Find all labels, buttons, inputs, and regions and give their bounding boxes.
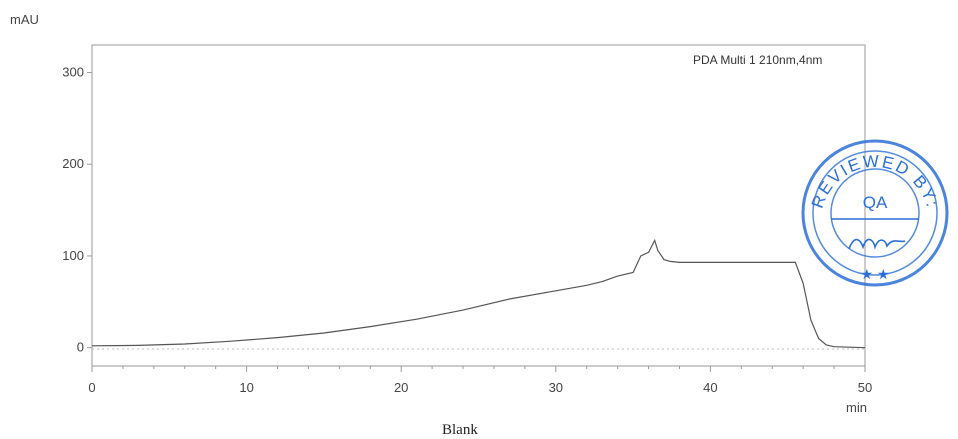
stamp-inner-ring [812, 150, 938, 276]
reviewed-by-qa-stamp: REVIEWED BY: QA ★ ★ [801, 139, 949, 287]
y-tick-label: 200 [62, 156, 84, 171]
x-axis: 0 10 20 30 40 50 [88, 366, 872, 395]
y-tick-label: 300 [62, 65, 84, 80]
legend-entry: PDA Multi 1 210nm,4nm [693, 53, 822, 67]
x-tick-label: 40 [703, 380, 717, 395]
y-tick-label: 0 [77, 340, 84, 355]
x-tick-label: 50 [858, 380, 872, 395]
x-tick-label: 0 [88, 380, 95, 395]
stamp-signature [848, 238, 906, 250]
plot-frame [91, 44, 866, 367]
chart-caption: Blank [442, 422, 478, 438]
stamp-center-ring [830, 168, 920, 258]
x-tick-label: 20 [394, 380, 408, 395]
x-tick-label: 30 [549, 380, 563, 395]
stamp-stars: ★ ★ [861, 266, 890, 282]
x-unit-label: min [846, 400, 867, 415]
y-unit-label: mAU [10, 12, 39, 27]
y-tick-label: 100 [62, 248, 84, 263]
x-tick-label: 10 [239, 380, 253, 395]
series-line-pda-210nm [91, 238, 866, 349]
stamp-center-text: QA [863, 193, 888, 212]
stamp-outer-ring [801, 139, 949, 287]
y-axis: 0 100 200 300 [62, 65, 92, 355]
